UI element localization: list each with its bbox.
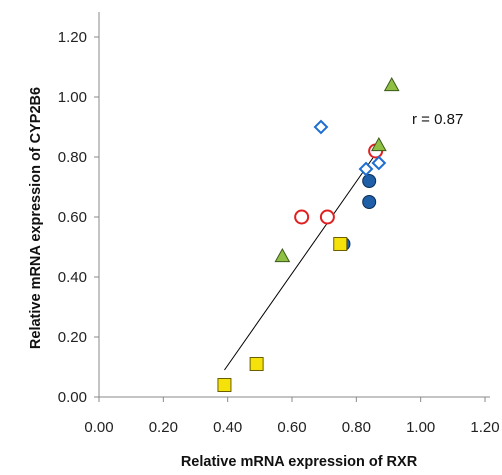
data-point-triangle-filled (274, 247, 291, 263)
trendline (224, 153, 377, 371)
x-tick-label: 1.20 (470, 419, 499, 436)
data-point-circle-open (319, 209, 335, 225)
y-tick-label: 0.00 (58, 389, 87, 406)
y-tick-label: 1.20 (58, 29, 87, 46)
y-tick-label: 0.20 (58, 329, 87, 346)
data-point-triangle-filled (371, 136, 387, 152)
data-point-diamond-open (358, 161, 374, 177)
data-point-triangle-filled (383, 76, 400, 92)
x-axis-title: Relative mRNA expression of RXR (181, 454, 418, 470)
x-tick-label: 0.60 (277, 419, 306, 436)
x-tick-label: 0.20 (149, 419, 178, 436)
x-tick-label: 0.80 (342, 419, 371, 436)
y-axis-title: Relative mRNA expression of CYP2B6 (28, 87, 44, 349)
data-point-square-filled (217, 378, 232, 392)
tick-labels: 0.00 0.20 0.40 0.60 0.80 1.00 1.20 0.00 0.20 0.40… (58, 29, 500, 436)
data-point-diamond-open (371, 155, 387, 171)
data-point-square-filled (333, 237, 348, 251)
x-tick-label: 0.40 (213, 419, 242, 436)
x-tick-label: 0.00 (84, 419, 113, 436)
y-tick-label: 1.00 (58, 89, 87, 106)
trendline-group (224, 153, 377, 371)
x-tick-label: 1.00 (406, 419, 435, 436)
data-points (217, 76, 400, 392)
data-point-diamond-open (313, 119, 329, 135)
data-point-circle-filled (362, 195, 377, 209)
data-point-square-filled (249, 357, 264, 371)
y-tick-label: 0.80 (58, 149, 87, 166)
y-tick-label: 0.60 (58, 209, 87, 226)
data-point-circle-open (294, 209, 310, 225)
axes (94, 12, 490, 402)
data-point-circle-filled (362, 174, 377, 188)
y-tick-label: 0.40 (58, 269, 87, 286)
correlation-annotation: r = 0.87 (412, 111, 463, 128)
